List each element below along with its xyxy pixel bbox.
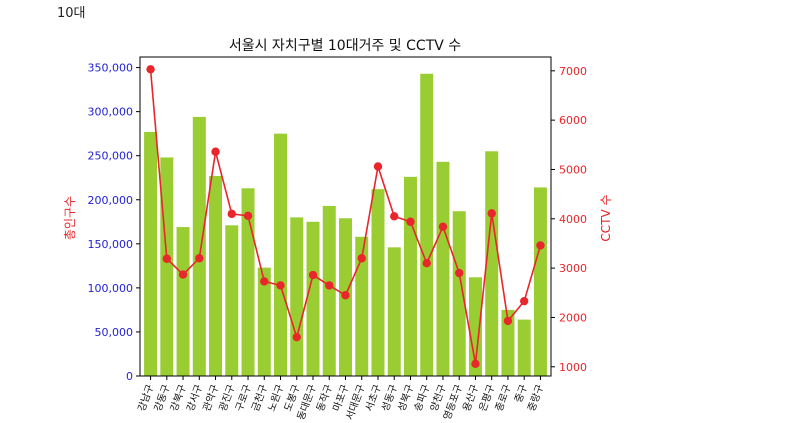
- bar: [485, 151, 499, 376]
- cctv-point: [471, 359, 480, 369]
- left-axis: 0 50,000 100,000 150,000 200,000 250,000 300,0…: [88, 62, 140, 383]
- cctv-point: [438, 222, 448, 231]
- cctv-point: [243, 211, 253, 221]
- bar: [371, 189, 385, 376]
- bar: [468, 277, 482, 376]
- left-tick-label: 100,000: [88, 282, 134, 295]
- bar: [257, 267, 271, 376]
- bars-group: [144, 73, 547, 377]
- plot-frame: [139, 56, 552, 377]
- bar: [160, 157, 174, 376]
- left-tick-label: 150,000: [88, 238, 134, 251]
- cctv-point: [211, 147, 220, 156]
- bar: [306, 221, 320, 376]
- right-tick-label: 4000: [559, 213, 587, 226]
- cctv-point: [162, 254, 171, 263]
- cctv-point: [455, 268, 464, 278]
- chart-title: 서울시 자치구별 10대거주 및 CCTV 수: [229, 38, 461, 54]
- line-group: [146, 65, 545, 369]
- right-tick-label: 3000: [559, 262, 587, 275]
- cctv-point: [422, 258, 431, 268]
- bar: [322, 205, 336, 376]
- cctv-point: [341, 291, 350, 300]
- left-tick-label: 350,000: [88, 62, 134, 75]
- right-tick-label: 1000: [559, 361, 587, 374]
- cctv-point: [292, 332, 301, 342]
- left-axis-label: 총인구수: [63, 196, 77, 240]
- cctv-point: [146, 65, 155, 74]
- cctv-point: [373, 162, 383, 171]
- cctv-point: [276, 281, 285, 290]
- cctv-point: [520, 296, 529, 306]
- cctv-point: [308, 270, 318, 280]
- bar: [176, 227, 190, 376]
- cctv-point: [487, 209, 496, 218]
- cctv-point: [227, 209, 236, 219]
- header-label: 10대: [57, 6, 86, 21]
- cctv-point: [390, 212, 399, 221]
- x-tick-label: 중구: [512, 383, 530, 404]
- bar: [533, 187, 547, 376]
- bar: [420, 73, 434, 377]
- right-axis: 1000 2000 3000 4000 5000 6000 7000: [551, 65, 587, 374]
- cctv-point: [536, 241, 545, 250]
- bar: [144, 131, 158, 376]
- cctv-point: [357, 254, 366, 263]
- bar: [517, 319, 531, 376]
- left-tick-label: 200,000: [88, 194, 134, 207]
- right-tick-label: 6000: [559, 114, 587, 127]
- cctv-point: [260, 277, 269, 286]
- bar: [387, 247, 401, 376]
- bar: [452, 211, 466, 376]
- cctv-point: [178, 270, 188, 279]
- x-axis: 강남구강동구강북구강서구관악구광진구구로구금천구노원구도봉구동대문구동작구마포구…: [136, 376, 546, 422]
- left-tick-label: 0: [126, 370, 133, 383]
- right-axis-label: CCTV 수: [599, 194, 613, 241]
- bar: [274, 133, 288, 376]
- cctv-point: [195, 254, 204, 263]
- left-tick-label: 50,000: [95, 326, 134, 339]
- bar: [355, 236, 369, 376]
- left-tick-label: 250,000: [88, 150, 134, 163]
- left-tick-label: 300,000: [88, 106, 134, 119]
- bar: [290, 217, 304, 376]
- cctv-point: [406, 217, 415, 226]
- bar: [192, 116, 206, 377]
- right-tick-label: 2000: [559, 311, 587, 324]
- bar: [501, 309, 515, 376]
- bar: [209, 175, 223, 376]
- bar: [436, 161, 450, 376]
- bar: [403, 176, 417, 376]
- bar: [225, 225, 239, 376]
- cctv-point: [503, 316, 513, 326]
- right-tick-label: 5000: [559, 163, 587, 176]
- right-tick-label: 7000: [559, 65, 587, 78]
- bar: [241, 188, 255, 376]
- cctv-point: [325, 281, 334, 290]
